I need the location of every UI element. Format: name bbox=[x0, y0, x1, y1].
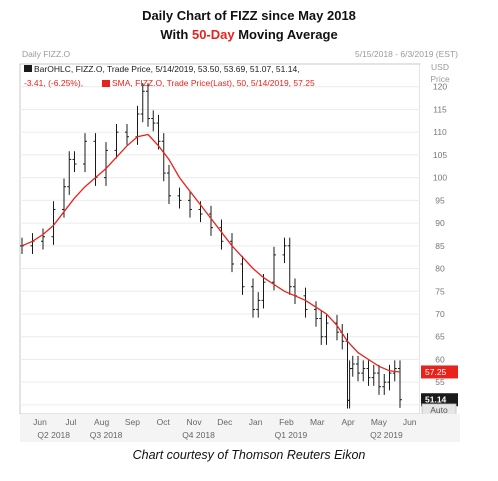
x-tick-label: Dec bbox=[217, 417, 233, 427]
grid bbox=[20, 86, 420, 406]
x-quarter-label: Q2 2019 bbox=[370, 430, 403, 440]
auto-button-label: Auto bbox=[430, 405, 448, 415]
chart-caption: Chart courtesy of Thomson Reuters Eikon bbox=[132, 448, 366, 462]
x-quarter-label: Q4 2018 bbox=[182, 430, 215, 440]
x-quarter-label: Q2 2018 bbox=[37, 430, 70, 440]
y-tick-label: 95 bbox=[435, 195, 445, 205]
x-tick-label: Jun bbox=[33, 417, 47, 427]
currency-label: USD bbox=[431, 62, 449, 72]
legend-sma: SMA, FIZZ.O, Trade Price(Last), 50, 5/14… bbox=[112, 78, 315, 88]
x-tick-label: Oct bbox=[157, 417, 171, 427]
y-tick-label: 60 bbox=[435, 354, 445, 364]
x-tick-label: Apr bbox=[341, 417, 354, 427]
x-tick-label: Jan bbox=[249, 417, 263, 427]
x-quarter-label: Q1 2019 bbox=[275, 430, 308, 440]
x-tick-label: Feb bbox=[279, 417, 294, 427]
legend-change: -3.41, (-6.25%), bbox=[24, 78, 83, 88]
sma-price-tag bbox=[421, 365, 458, 379]
y-tick-label: 90 bbox=[435, 218, 445, 228]
plot-area bbox=[19, 63, 421, 415]
sma-line bbox=[21, 133, 401, 373]
sma-price-tag-text: 57.25 bbox=[425, 367, 447, 377]
y-tick-label: 70 bbox=[435, 309, 445, 319]
x-quarter-label: Q3 2018 bbox=[90, 430, 123, 440]
y-tick-label: 115 bbox=[433, 104, 447, 114]
x-tick-label: Mar bbox=[310, 417, 325, 427]
ohlc-bars bbox=[20, 83, 402, 409]
price-unit-label: Price bbox=[430, 74, 450, 84]
y-tick-label: 65 bbox=[435, 332, 445, 342]
y-axis-panel bbox=[420, 64, 460, 414]
y-tick-label: 55 bbox=[435, 377, 445, 387]
subtitle-highlight: 50-Day bbox=[191, 27, 235, 42]
last-price-tag bbox=[421, 393, 458, 407]
x-axis-strip bbox=[20, 414, 460, 442]
last-price-tag-text: 51.14 bbox=[425, 395, 447, 405]
legend-ohlc: BarOHLC, FIZZ.O, Trade Price, 5/14/2019,… bbox=[34, 64, 300, 74]
y-tick-label: 105 bbox=[433, 150, 447, 160]
x-axis-labels: Jun Jul Aug Sep Oct Nov Dec Jan Feb Mar Apr May JunQ… bbox=[33, 417, 417, 440]
x-tick-label: Jul bbox=[65, 417, 76, 427]
y-tick-label: 110 bbox=[433, 127, 447, 137]
instrument-label: Daily FIZZ.O bbox=[22, 49, 71, 59]
y-tick-label: 80 bbox=[435, 264, 445, 274]
x-tick-label: Jun bbox=[403, 417, 417, 427]
y-tick-label: 75 bbox=[435, 286, 445, 296]
x-tick-label: Sep bbox=[125, 417, 140, 427]
date-range-label: 5/15/2018 - 6/3/2019 (EST) bbox=[355, 49, 458, 59]
x-tick-label: May bbox=[371, 417, 388, 427]
subtitle-pre: With bbox=[160, 27, 192, 42]
legend-swatch-ohlc bbox=[24, 65, 32, 72]
chart-title: Daily Chart of FIZZ since May 2018 bbox=[142, 8, 356, 23]
y-tick-label: 85 bbox=[435, 241, 445, 251]
y-tick-label: 100 bbox=[433, 173, 447, 183]
legend-swatch-sma bbox=[102, 80, 110, 87]
x-tick-label: Aug bbox=[94, 417, 109, 427]
chart-subtitle: With 50-Day Moving Average bbox=[0, 27, 498, 42]
x-tick-label: Nov bbox=[186, 417, 202, 427]
y-tick-label: 120 bbox=[433, 82, 447, 92]
subtitle-post: Moving Average bbox=[234, 27, 338, 42]
